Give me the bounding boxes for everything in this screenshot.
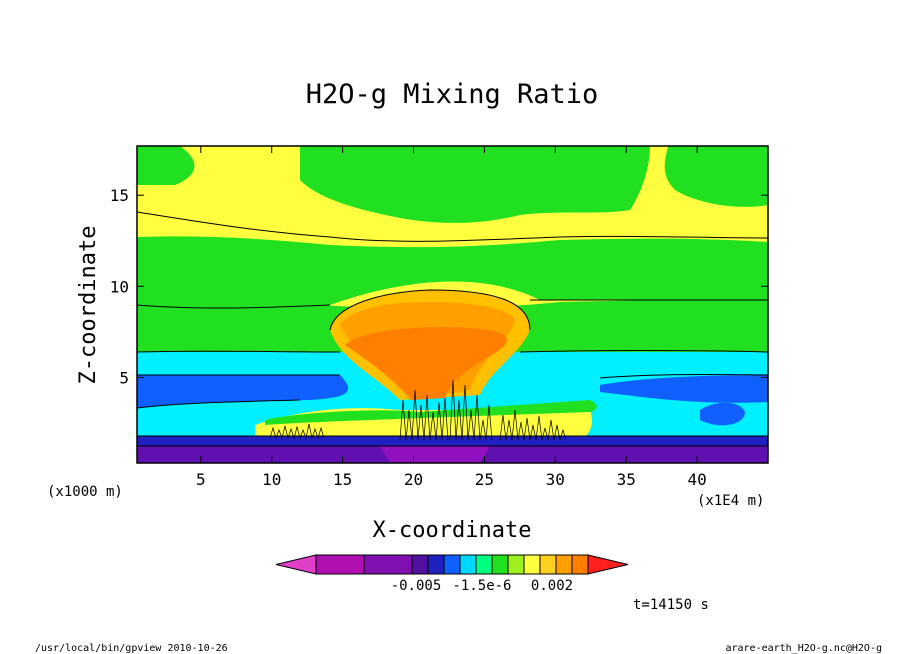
x-tick-label: 30 — [546, 470, 565, 489]
time-label: t=14150 s — [633, 597, 709, 613]
top-left-green-patch — [137, 146, 195, 185]
x-unit-label: (x1000 m) — [47, 484, 123, 500]
footer-right: arare-earth_H2O-g.nc@H2O-g — [725, 643, 882, 654]
blue-blob-right — [700, 402, 745, 426]
blue-band-right — [600, 375, 768, 403]
turbulent-contours — [269, 379, 567, 441]
colorbar-swatch — [491, 554, 509, 575]
plot-frame — [136, 145, 769, 464]
colorbar-swatch — [523, 554, 541, 575]
x-tick-label: 10 — [262, 470, 281, 489]
x-tick-label: 15 — [333, 470, 352, 489]
colorbar-swatch — [555, 554, 573, 575]
mid-green-band — [137, 236, 768, 309]
colorbar-label-0: -0.005 — [391, 578, 442, 594]
colorbar-swatch — [443, 554, 461, 575]
colorbar-swatch — [539, 554, 557, 575]
colorbar-swatch — [315, 554, 365, 575]
x-tick-label: 5 — [196, 470, 206, 489]
colorbar-swatch — [507, 554, 525, 575]
top-center-green — [300, 146, 650, 223]
footer-left: /usr/local/bin/gpview 2010-10-26 — [35, 643, 228, 654]
colorbar-swatch — [571, 554, 589, 575]
navy-surface-band — [137, 436, 768, 446]
chart-title: H2O-g Mixing Ratio — [306, 79, 599, 110]
plot-area — [136, 146, 769, 463]
y-axis-label: Z-coordinate — [76, 226, 101, 385]
x-tick-label: 20 — [404, 470, 423, 489]
colorbar — [275, 554, 629, 575]
colorbar-min-arrow — [275, 554, 317, 575]
x-multiplier-label: (x1E4 m) — [697, 493, 764, 509]
x-tick-label: 25 — [475, 470, 494, 489]
colorbar-swatch — [363, 554, 413, 575]
colorbar-swatch — [411, 554, 429, 575]
y-tick-label: 15 — [110, 186, 129, 205]
contour-lines — [136, 211, 769, 447]
y-tick-label: 10 — [110, 277, 129, 296]
purple-dip — [380, 446, 490, 463]
x-axis-ticks: 5 10 15 20 25 30 35 40 — [196, 146, 707, 489]
colorbar-swatch — [427, 554, 445, 575]
colorbar-swatch — [459, 554, 477, 575]
top-right-green — [664, 146, 768, 207]
green-lower-sliver — [265, 400, 597, 425]
x-tick-label: 35 — [617, 470, 636, 489]
y-tick-label: 5 — [119, 368, 129, 387]
x-tick-label: 40 — [687, 470, 706, 489]
colorbar-max-arrow — [587, 554, 629, 575]
colorbar-label-2: 0.002 — [531, 578, 573, 594]
y-axis-ticks: 5 10 15 — [110, 186, 768, 387]
colorbar-swatch — [475, 554, 493, 575]
colorbar-label-1: -1.5e-6 — [452, 578, 511, 594]
anvil-orange-core — [345, 327, 507, 400]
x-axis-label: X-coordinate — [373, 518, 532, 543]
